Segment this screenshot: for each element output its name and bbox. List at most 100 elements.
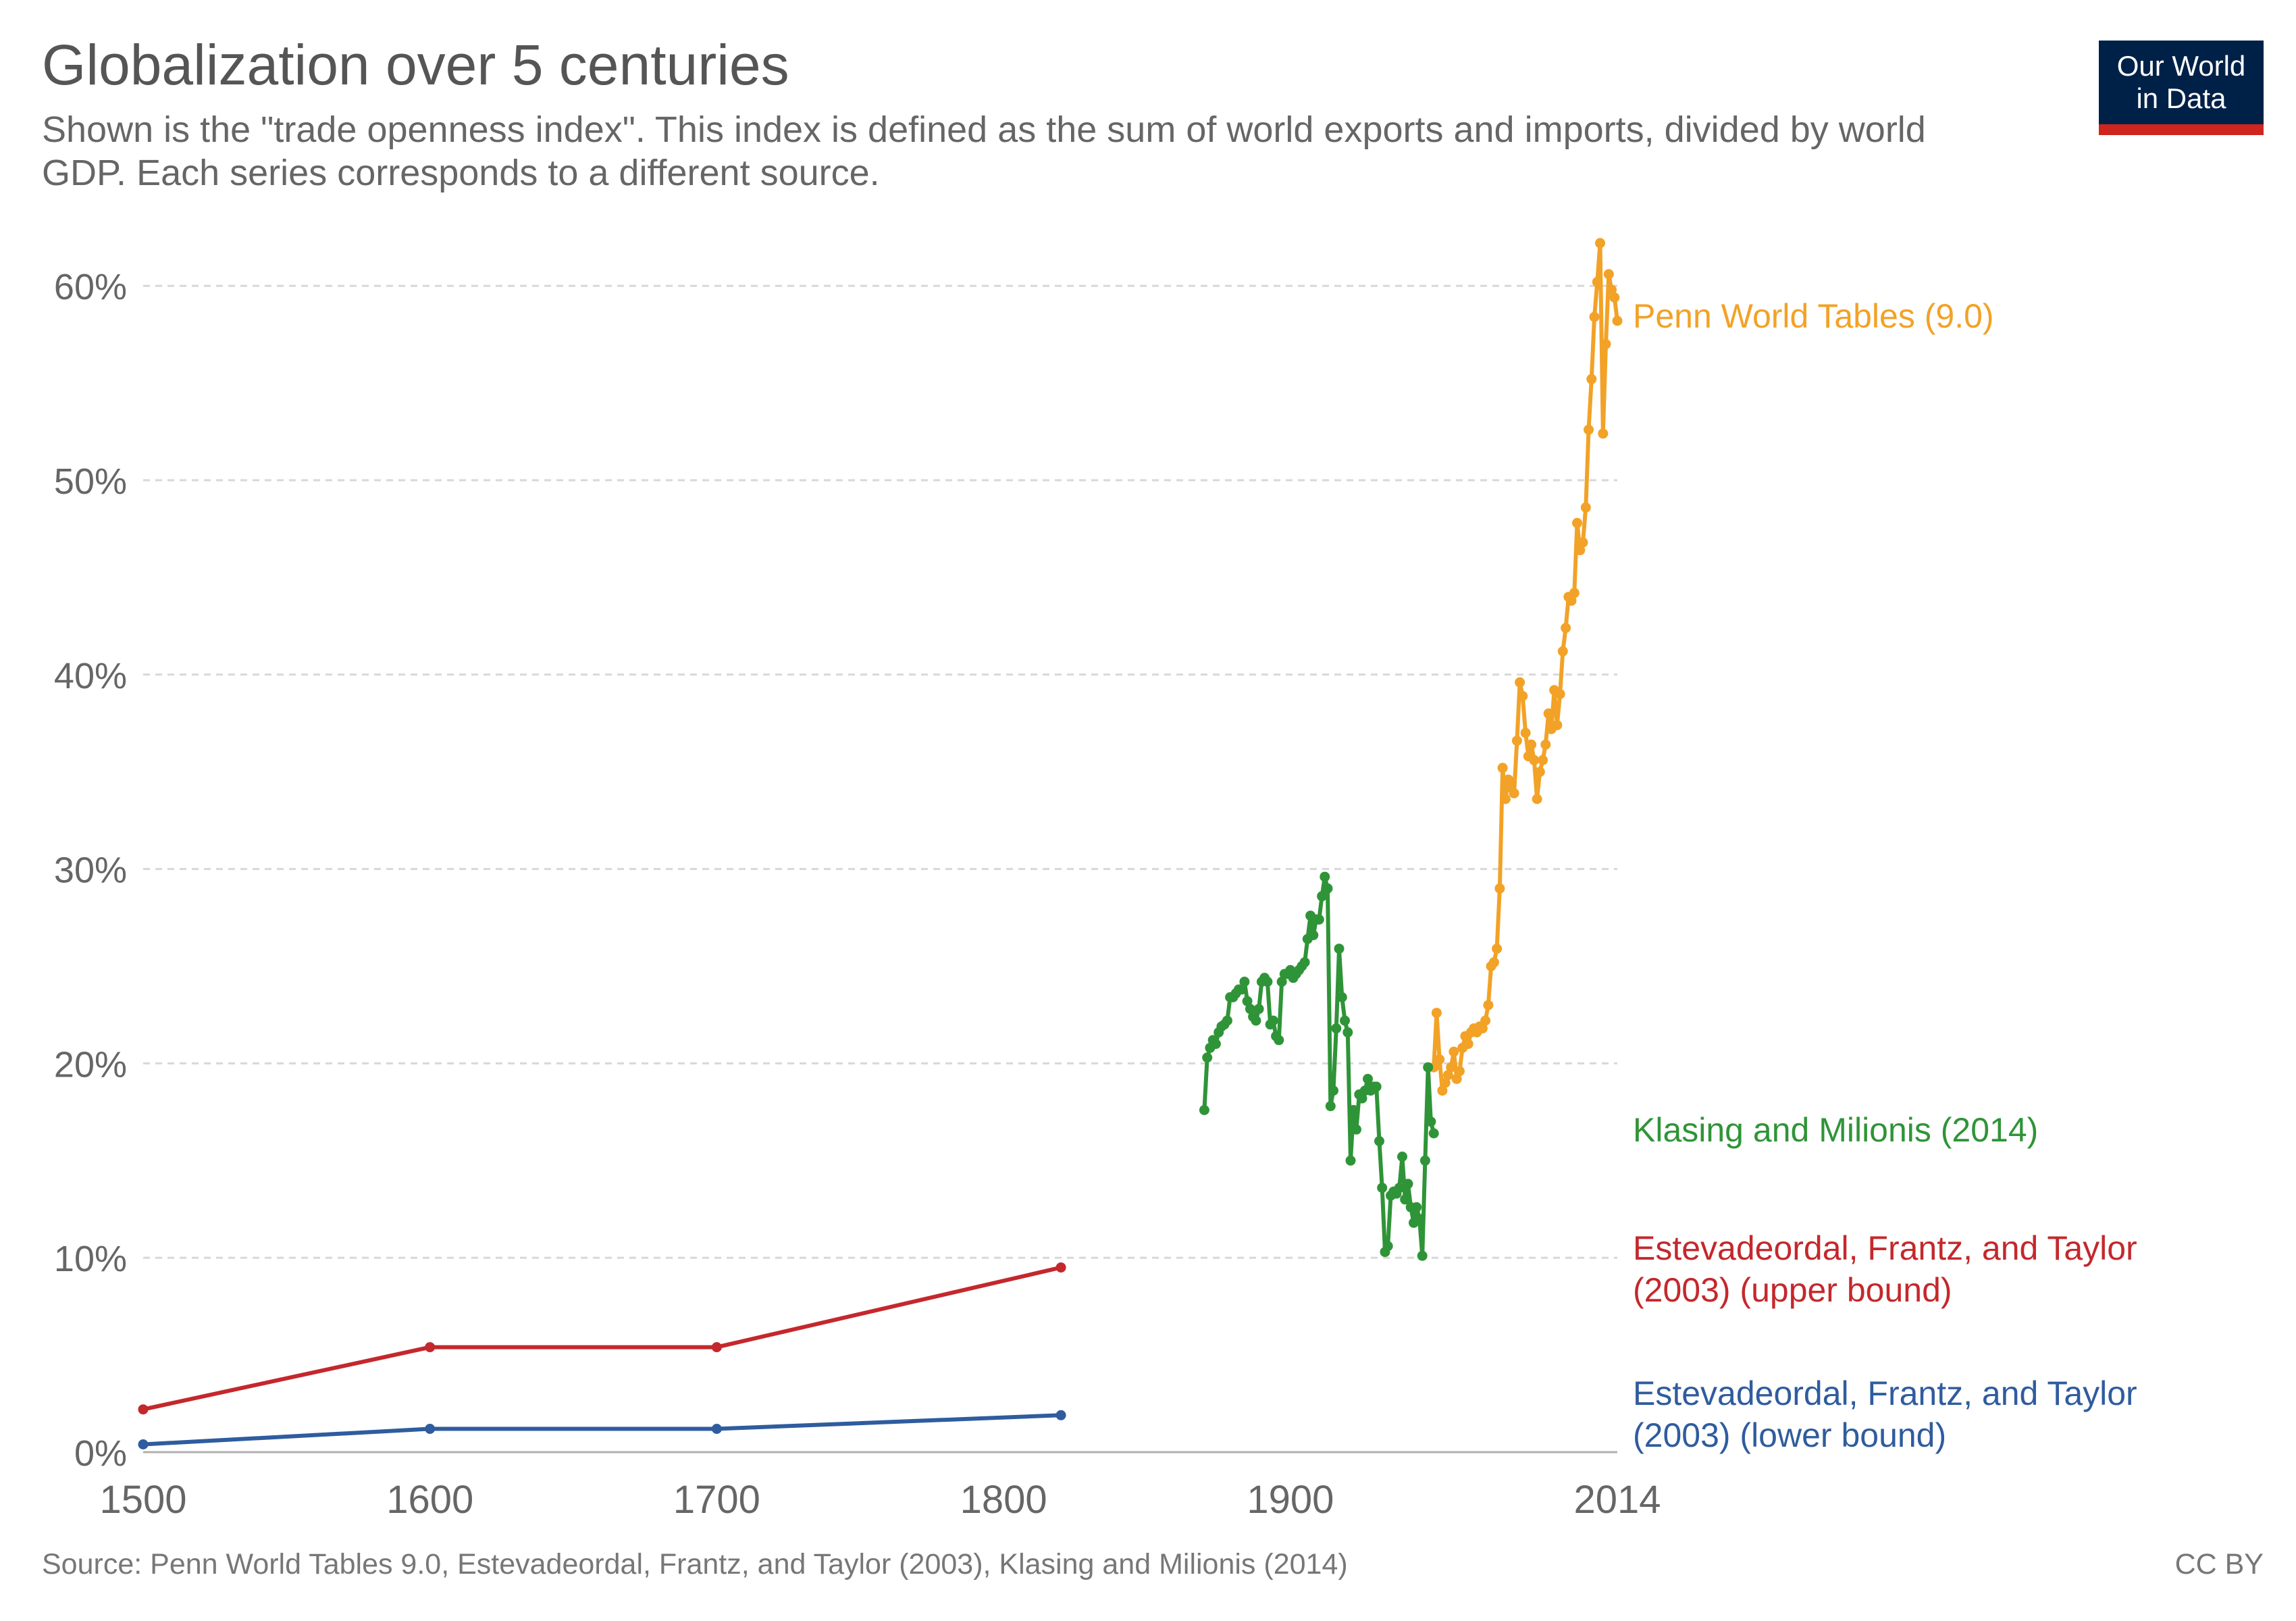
data-point [1317,891,1328,902]
data-point [1322,883,1333,894]
data-point [1434,1054,1445,1065]
data-point [1210,1039,1221,1050]
data-point [1609,292,1620,303]
data-point [1483,1000,1494,1010]
data-point [1477,1023,1488,1034]
data-point [1320,871,1330,882]
grid-lines [143,284,1617,1259]
data-point [1492,944,1503,954]
data-point [1509,788,1519,798]
data-point [1607,284,1617,295]
data-point [1397,1152,1407,1162]
series-label: Klasing and Milionis (2014) [1633,1111,2038,1149]
data-point [1442,1070,1453,1081]
y-tick-label: 20% [54,1044,127,1085]
data-point [1600,339,1611,349]
data-point [1437,1085,1448,1096]
data-point [1526,739,1537,750]
data-point [1566,595,1577,606]
source-note: Source: Penn World Tables 9.0, Estevadeo… [42,1548,1348,1580]
data-point [1342,1027,1353,1037]
data-point [1494,883,1505,894]
y-tick-label: 50% [54,461,127,502]
data-point [1313,914,1324,925]
data-point [1423,1062,1434,1073]
y-tick-label: 60% [54,267,127,307]
data-point [1202,1052,1213,1063]
data-point [1463,1039,1473,1050]
series-line [1432,240,1619,1093]
x-tick-label: 1700 [673,1478,760,1522]
data-point [1377,1183,1388,1193]
data-point [1199,1105,1209,1115]
data-point [1540,739,1551,750]
series-label-line: Penn World Tables (9.0) [1633,297,1994,335]
series-label-line: Estevadeordal, Frantz, and Taylor [1633,1374,2137,1412]
data-point [1274,1035,1284,1046]
data-point [1251,1015,1261,1026]
data-point [1242,996,1253,1006]
data-point [1612,315,1623,326]
data-point [1575,545,1586,556]
series-2 [138,1262,1066,1415]
data-point [1325,1101,1336,1112]
x-tick-label: 1900 [1247,1478,1334,1522]
x-tick-label: 1600 [386,1478,473,1522]
data-point [1348,1105,1359,1115]
owid-logo[interactable]: Our World in Data [2099,41,2264,135]
data-point [1561,623,1571,634]
series-label: Estevadeordal, Frantz, and Taylor (2003) … [1633,1374,2137,1454]
data-point [1371,1081,1382,1092]
logo-accent-bar [2099,124,2264,135]
data-point [1557,646,1568,657]
data-point [1552,720,1563,731]
series-lines [138,238,1623,1449]
data-point [1419,1155,1430,1166]
data-point [1345,1155,1356,1166]
data-point [711,1342,722,1353]
data-point [425,1342,436,1353]
data-point [1403,1179,1413,1189]
data-point [1245,1004,1255,1014]
axes: 0% 10% 20% 30% 40% 50% 60% 1500 1600 1700 1800 1900… [54,267,1661,1522]
data-point [1532,794,1542,804]
data-point [1400,1194,1411,1205]
data-point [1577,537,1588,548]
data-point [1454,1066,1465,1077]
logo-line-2: in Data [2136,82,2226,114]
y-tick-label: 30% [54,850,127,891]
data-point [138,1439,149,1449]
data-point [1449,1046,1459,1057]
data-point [1428,1128,1439,1139]
x-tick-label: 1800 [960,1478,1047,1522]
data-point [1414,1214,1425,1225]
data-point [1374,1136,1384,1146]
data-point [1055,1410,1066,1420]
data-point [1440,1077,1451,1088]
x-tick-label: 2014 [1573,1478,1661,1522]
data-point [1331,1023,1342,1034]
data-point [1451,1073,1462,1084]
series-label-line: Klasing and Milionis (2014) [1633,1111,2038,1149]
data-point [1598,428,1609,439]
data-point [1515,677,1525,688]
chart-subtitle: Shown is the "trade openness index". Thi… [42,109,1926,193]
data-point [1394,1183,1405,1193]
y-tick-label: 0% [74,1433,127,1474]
data-point [1411,1202,1422,1212]
data-point [1595,238,1605,249]
series-label-line: Estevadeordal, Frantz, and Taylor [1633,1229,2137,1267]
data-point [1500,794,1511,804]
data-point [1299,957,1310,968]
data-point [1328,1085,1338,1096]
data-point [711,1424,722,1434]
data-point [1357,1093,1367,1104]
data-point [1340,1015,1350,1026]
data-point [425,1424,436,1434]
owid-logo-text: Our World in Data [2099,50,2264,115]
data-point [1584,424,1594,435]
license-link[interactable]: CC BY [2174,1548,2264,1580]
data-point [1236,984,1247,995]
data-point [1480,1015,1491,1026]
